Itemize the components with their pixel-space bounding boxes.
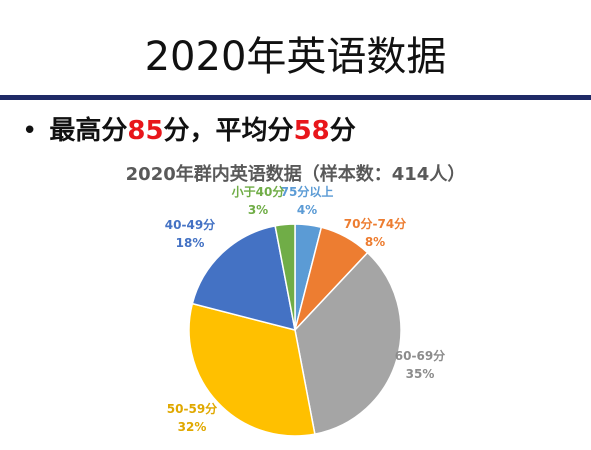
pie-slice (294, 251, 402, 436)
summary-bullet: • 最高分85分，平均分58分 (22, 110, 356, 147)
slide-title: 2020年英语数据 (144, 34, 447, 80)
slice-percent-label: 4% (297, 203, 317, 217)
pie-slice (188, 302, 316, 437)
bullet-middle: 分，平均分 (163, 116, 294, 146)
slice-percent-label: 35% (406, 367, 435, 381)
chart-title: 2020年群内英语数据（样本数：414人） (125, 164, 466, 185)
slice-percent-label: 8% (365, 235, 385, 249)
bullet-dot-icon: • (22, 116, 38, 146)
pie-slice (191, 225, 296, 332)
slice-label: 40-49分 (165, 217, 215, 232)
avg-score: 58 (293, 116, 330, 146)
bullet-suffix: 分 (329, 116, 356, 146)
slice-label: 75分以上 (281, 184, 334, 199)
pie-slice (274, 223, 296, 331)
slice-label: 50-59分 (167, 401, 217, 416)
slice-percent-label: 18% (176, 236, 205, 250)
bullet-prefix: 最高分 (49, 116, 128, 146)
slice-label: 60-69分 (395, 348, 445, 363)
slice-percent-label: 3% (248, 203, 268, 217)
title-divider (0, 95, 591, 100)
slice-label: 70分-74分 (344, 216, 406, 231)
max-score: 85 (127, 116, 164, 146)
slice-percent-label: 32% (178, 420, 207, 434)
slice-label: 小于40分 (232, 184, 285, 199)
